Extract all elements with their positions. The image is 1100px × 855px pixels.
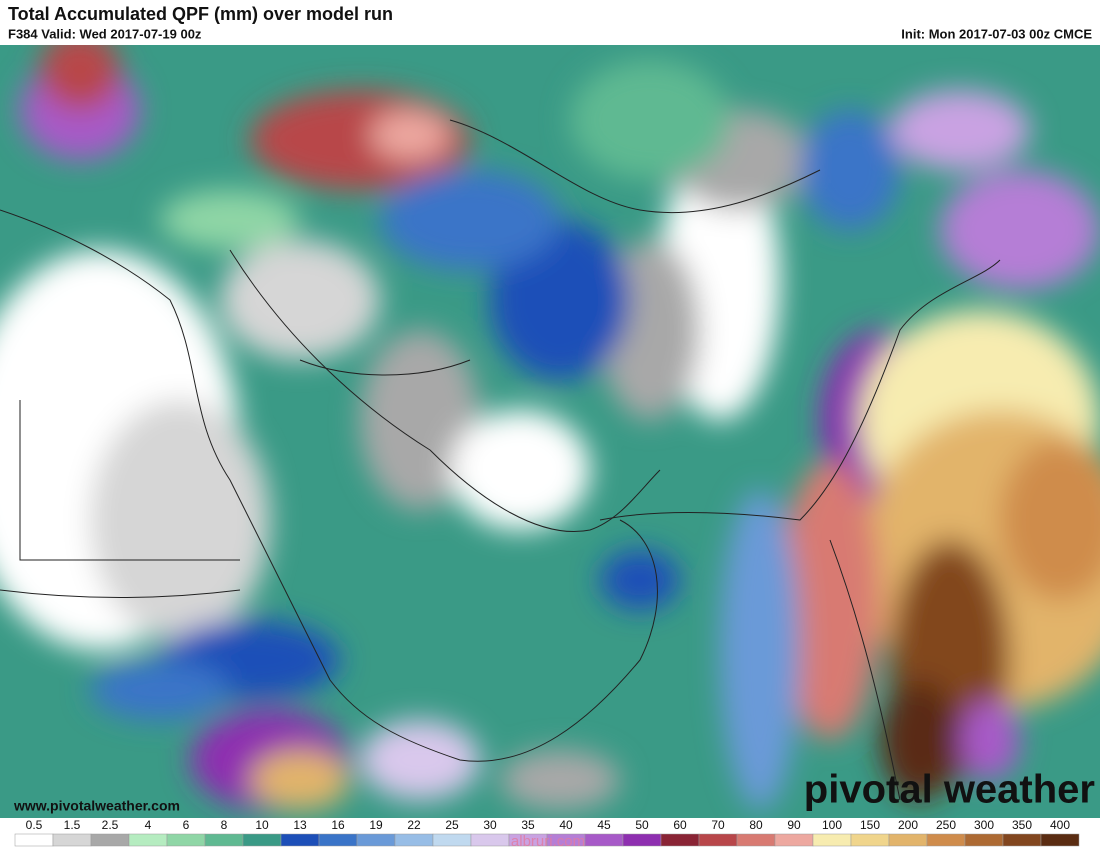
colorbar-cell bbox=[584, 833, 624, 847]
border-line bbox=[449, 119, 821, 214]
precip-area bbox=[1000, 440, 1100, 600]
colorbar-label: 70 bbox=[711, 818, 725, 832]
colorbar-label: 13 bbox=[293, 818, 307, 832]
precip-area bbox=[880, 680, 960, 800]
colorbar-cell bbox=[888, 833, 928, 847]
colorbar-label: 16 bbox=[331, 818, 345, 832]
colorbar-label: 40 bbox=[559, 818, 573, 832]
colorbar-label: 22 bbox=[407, 818, 421, 832]
precip-area bbox=[160, 190, 300, 250]
colorbar-cell bbox=[926, 833, 966, 847]
precip-area bbox=[720, 490, 800, 810]
colorbar-cell bbox=[1002, 833, 1042, 847]
colorbar-cell bbox=[356, 833, 396, 847]
colorbar-cell bbox=[660, 833, 700, 847]
colorbar-cell bbox=[850, 833, 890, 847]
colorbar-cell bbox=[14, 833, 54, 847]
colorbar-label: 25 bbox=[445, 818, 459, 832]
precip-area bbox=[800, 110, 900, 230]
colorbar-label: 90 bbox=[787, 818, 801, 832]
colorbar-cell bbox=[128, 833, 168, 847]
colorbar-label: 2.5 bbox=[102, 818, 119, 832]
colorbar-cell bbox=[204, 833, 244, 847]
border-line bbox=[299, 359, 471, 376]
precip-area bbox=[500, 750, 620, 810]
precip-area bbox=[890, 90, 1030, 170]
precip-area bbox=[90, 400, 270, 640]
colorbar-label: 300 bbox=[974, 818, 994, 832]
colorbar-label: 19 bbox=[369, 818, 383, 832]
border-line bbox=[0, 589, 241, 598]
colorbar-cell bbox=[964, 833, 1004, 847]
colorbar-label: 100 bbox=[822, 818, 842, 832]
border-line bbox=[599, 259, 1001, 521]
colorbar-label: 200 bbox=[898, 818, 918, 832]
colorbar-label: 60 bbox=[673, 818, 687, 832]
colorbar-label: 35 bbox=[521, 818, 535, 832]
border-line bbox=[19, 400, 240, 561]
logo: pivotal weather bbox=[804, 768, 1095, 812]
precip-area bbox=[450, 410, 590, 530]
colorbar-label: 6 bbox=[183, 818, 190, 832]
colorbar-cell bbox=[242, 833, 282, 847]
colorbar-label: 400 bbox=[1050, 818, 1070, 832]
watermark: albruri.com bbox=[511, 833, 585, 850]
title: Total Accumulated QPF (mm) over model ru… bbox=[8, 4, 393, 24]
precip-area bbox=[370, 110, 450, 160]
precip-area bbox=[570, 60, 730, 180]
precip-area bbox=[940, 170, 1100, 290]
border-line bbox=[829, 539, 901, 801]
colorbar: 0.5 1.5 2.5 4 6 8 10 13 16 19 22 25 30 35 40 45 50 60 70 80… bbox=[14, 818, 1080, 847]
borders bbox=[0, 119, 1001, 801]
precip-area bbox=[250, 750, 350, 810]
colorbar-cell bbox=[470, 833, 510, 847]
map bbox=[0, 45, 1100, 818]
border-line bbox=[229, 249, 661, 532]
colorbar-cell bbox=[166, 833, 206, 847]
colorbar-cell bbox=[736, 833, 776, 847]
colorbar-label: 30 bbox=[483, 818, 497, 832]
precip-area bbox=[40, 45, 120, 110]
colorbar-label: 0.5 bbox=[26, 818, 43, 832]
precip-area bbox=[90, 660, 230, 720]
precip-area bbox=[490, 220, 630, 380]
valid-time: F384 Valid: Wed 2017-07-19 00z bbox=[8, 26, 202, 41]
precip-field bbox=[0, 45, 1100, 810]
colorbar-label: 45 bbox=[597, 818, 611, 832]
colorbar-cell bbox=[52, 833, 92, 847]
colorbar-label: 350 bbox=[1012, 818, 1032, 832]
colorbar-label: 50 bbox=[635, 818, 649, 832]
colorbar-cell bbox=[1040, 833, 1080, 847]
colorbar-label: 80 bbox=[749, 818, 763, 832]
colorbar-label: 10 bbox=[255, 818, 269, 832]
website: www.pivotalweather.com bbox=[13, 798, 180, 814]
colorbar-label: 250 bbox=[936, 818, 956, 832]
colorbar-cell bbox=[280, 833, 320, 847]
colorbar-cell bbox=[622, 833, 662, 847]
colorbar-cell bbox=[432, 833, 472, 847]
precip-area bbox=[220, 240, 380, 360]
colorbar-cell bbox=[698, 833, 738, 847]
colorbar-label: 4 bbox=[145, 818, 152, 832]
colorbar-label: 150 bbox=[860, 818, 880, 832]
colorbar-label: 1.5 bbox=[64, 818, 81, 832]
colorbar-cell bbox=[90, 833, 130, 847]
colorbar-cell bbox=[812, 833, 852, 847]
precip-area bbox=[380, 170, 560, 270]
colorbar-label: 8 bbox=[221, 818, 228, 832]
colorbar-cell bbox=[318, 833, 358, 847]
precip-area bbox=[360, 720, 480, 800]
border-line bbox=[0, 209, 658, 762]
precip-area bbox=[600, 550, 680, 610]
precip-area bbox=[960, 700, 1020, 780]
colorbar-cell bbox=[774, 833, 814, 847]
init-time: Init: Mon 2017-07-03 00z CMCE bbox=[901, 26, 1092, 41]
colorbar-cell bbox=[394, 833, 434, 847]
precip-area bbox=[780, 460, 880, 740]
